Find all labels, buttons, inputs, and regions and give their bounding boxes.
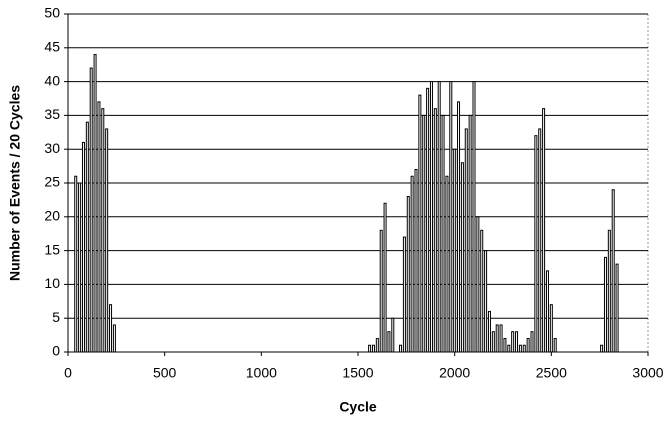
bar bbox=[499, 324, 503, 353]
x-axis-title: Cycle bbox=[339, 399, 377, 415]
bar bbox=[429, 81, 433, 353]
bar bbox=[422, 114, 426, 353]
bar bbox=[495, 324, 499, 353]
bar bbox=[383, 202, 387, 353]
bar bbox=[615, 263, 619, 353]
bar bbox=[603, 256, 607, 353]
bar bbox=[414, 168, 418, 353]
x-tick-label: 0 bbox=[64, 365, 72, 381]
bar bbox=[530, 331, 534, 353]
x-tick-label: 500 bbox=[153, 365, 177, 381]
bar bbox=[607, 229, 611, 353]
y-tick-label: 40 bbox=[44, 72, 60, 88]
bar bbox=[545, 270, 549, 353]
bar bbox=[507, 344, 511, 353]
bar bbox=[101, 108, 105, 353]
bar bbox=[426, 87, 430, 353]
bar bbox=[406, 196, 410, 353]
bar bbox=[368, 344, 372, 353]
x-tick-label: 2500 bbox=[536, 365, 567, 381]
x-tick-label: 1500 bbox=[342, 365, 373, 381]
bar bbox=[460, 162, 464, 353]
bar bbox=[484, 250, 488, 353]
bar bbox=[553, 337, 557, 353]
bar bbox=[600, 344, 604, 353]
bar bbox=[464, 128, 468, 353]
bar bbox=[437, 81, 441, 353]
bar bbox=[74, 175, 78, 353]
y-tick-label: 20 bbox=[44, 208, 60, 224]
bar bbox=[526, 337, 530, 353]
bar bbox=[476, 216, 480, 353]
bar bbox=[468, 114, 472, 353]
y-tick-label: 5 bbox=[52, 309, 60, 325]
bar bbox=[549, 304, 553, 353]
bar bbox=[491, 331, 495, 353]
bar bbox=[81, 141, 85, 353]
bar bbox=[522, 344, 526, 353]
bar bbox=[371, 344, 375, 353]
bar bbox=[410, 175, 414, 353]
bar bbox=[518, 344, 522, 353]
y-tick-label: 50 bbox=[44, 5, 60, 21]
bar bbox=[511, 331, 515, 353]
bar bbox=[449, 81, 453, 353]
y-tick-label: 15 bbox=[44, 241, 60, 257]
bar bbox=[109, 304, 113, 353]
bar bbox=[538, 128, 542, 353]
bar bbox=[112, 324, 116, 353]
bar bbox=[534, 135, 538, 353]
y-tick-label: 45 bbox=[44, 39, 60, 55]
bar bbox=[399, 344, 403, 353]
bar bbox=[542, 108, 546, 353]
x-tick-label: 1000 bbox=[246, 365, 277, 381]
y-tick-label: 0 bbox=[52, 343, 60, 359]
bar bbox=[93, 54, 97, 353]
y-tick-label: 10 bbox=[44, 275, 60, 291]
bar bbox=[453, 148, 457, 353]
bar bbox=[418, 94, 422, 353]
bar bbox=[402, 236, 406, 353]
y-tick-label: 35 bbox=[44, 106, 60, 122]
bar bbox=[105, 128, 109, 353]
bar bbox=[480, 229, 484, 353]
bar bbox=[387, 331, 391, 353]
bar bbox=[457, 101, 461, 353]
bar bbox=[441, 114, 445, 353]
bar bbox=[472, 81, 476, 353]
bar bbox=[375, 337, 379, 353]
y-tick-label: 25 bbox=[44, 174, 60, 190]
bar bbox=[89, 67, 93, 353]
bar bbox=[445, 175, 449, 353]
bar bbox=[515, 331, 519, 353]
bar bbox=[391, 317, 395, 353]
y-tick-label: 30 bbox=[44, 140, 60, 156]
bar bbox=[503, 337, 507, 353]
y-axis-title: Number of Events / 20 Cycles bbox=[7, 85, 23, 281]
x-tick-label: 2000 bbox=[439, 365, 470, 381]
bar bbox=[379, 229, 383, 353]
bar bbox=[611, 189, 615, 353]
bar bbox=[78, 182, 82, 353]
bar bbox=[487, 310, 491, 353]
x-tick-label: 3000 bbox=[632, 365, 663, 381]
bar bbox=[85, 121, 89, 353]
bar bbox=[433, 108, 437, 353]
bar bbox=[97, 101, 101, 353]
